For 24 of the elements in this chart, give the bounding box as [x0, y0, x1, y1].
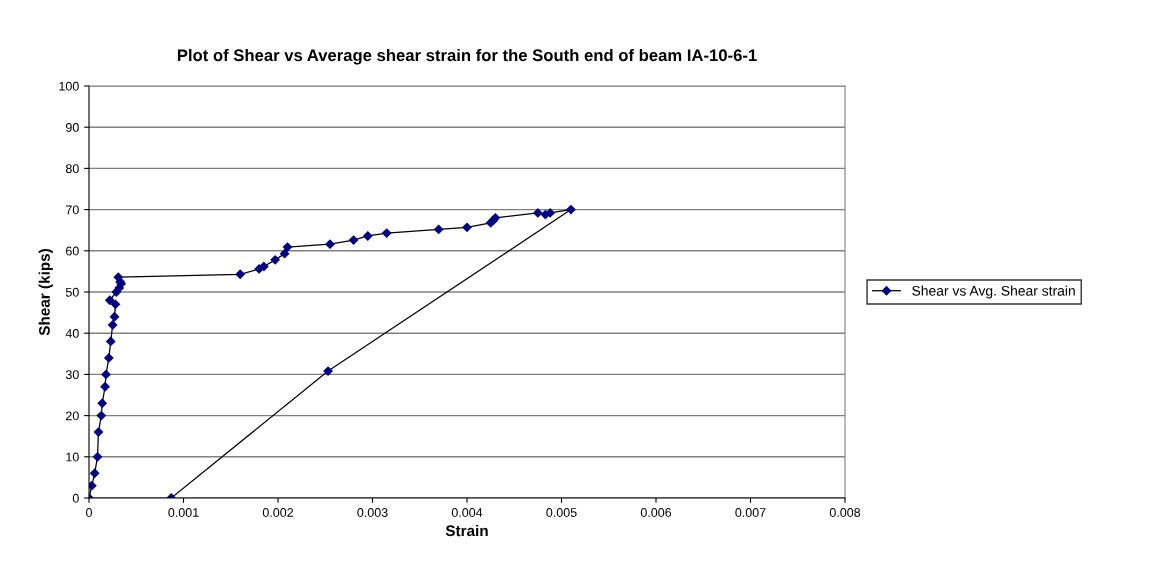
x-tick-label: 0.005	[546, 508, 577, 517]
x-tick-label: 0.001	[168, 508, 199, 517]
y-tick-label: 10	[66, 452, 79, 462]
y-tick-label: 40	[65, 329, 79, 338]
legend-label: Shear vs Avg. Shear strain	[912, 285, 1075, 299]
x-tick-label: 0	[86, 508, 92, 517]
x-tick-label: 0.004	[451, 508, 483, 517]
y-tick-label: 100	[59, 81, 79, 91]
x-tick-label: 0.007	[735, 508, 766, 517]
chart-title: Plot of Shear vs Average shear strain for the South end of beam IA-10-6-1	[177, 48, 757, 65]
x-tick-label: 0.008	[829, 508, 861, 517]
y-tick-label: 0	[72, 493, 79, 503]
x-tick-label: 0.006	[640, 508, 672, 517]
x-axis-title: Strain	[445, 524, 488, 537]
y-tick-label: 50	[65, 287, 79, 297]
y-tick-label: 30	[65, 370, 79, 380]
x-tick-label: 0.002	[262, 508, 294, 517]
y-tick-label: 90	[65, 123, 79, 132]
y-axis-title: Shear (kips)	[38, 249, 53, 336]
y-tick-label: 80	[65, 164, 79, 174]
x-tick-label: 0.003	[357, 508, 388, 517]
y-tick-label: 70	[66, 205, 79, 215]
y-tick-label: 20	[66, 411, 79, 421]
y-tick-label: 60	[66, 246, 79, 256]
